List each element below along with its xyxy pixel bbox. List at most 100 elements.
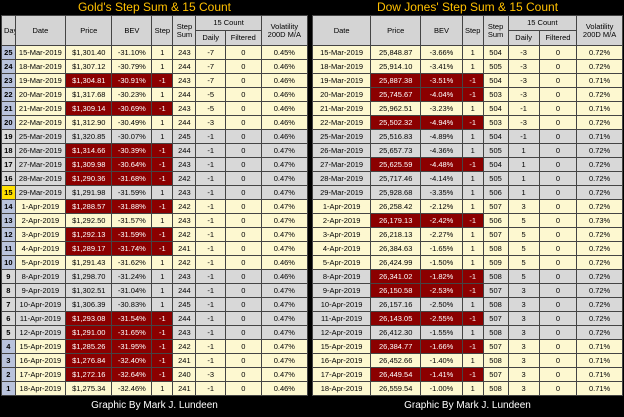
table-cell: -2.12% [420, 199, 463, 214]
table-cell: -31.65% [111, 325, 153, 340]
table-cell: 26-Mar-2019 [311, 143, 372, 158]
table-cell: 0.71% [576, 367, 623, 382]
table-cell: 0 [224, 199, 262, 214]
table-cell: 0.45% [260, 45, 309, 60]
table-cell: -5 [195, 101, 226, 116]
table-cell: 1 [1, 381, 16, 396]
table-cell: 241 [172, 353, 197, 368]
panel-title: Gold's Step Sum & 15 Count [1, 0, 308, 15]
table-cell: 244 [172, 115, 197, 130]
table-cell: 0.47% [260, 185, 309, 200]
table-cell: -1 [507, 101, 540, 116]
table-cell: 243 [172, 157, 197, 172]
table-cell: 4-Apr-2019 [14, 241, 67, 256]
table-cell: 504 [482, 73, 509, 88]
table-cell: -1.82% [420, 269, 463, 284]
table-cell: 26,384.63 [370, 241, 422, 256]
table-cell: 0.47% [260, 241, 309, 256]
table-cell: 0 [538, 59, 578, 74]
table-cell: 242 [172, 255, 197, 270]
data-row: 14 1-Apr-2019 $1,288.57 -31.88% -1 242 -1 0 0.47… [1, 199, 309, 214]
data-row: 20 22-Mar-2019 $1,312.90 -30.49% 1 244 -3 0 0.46… [1, 115, 309, 130]
table-cell: 27-Mar-2019 [14, 157, 67, 172]
table-cell: -3 [507, 115, 540, 130]
data-row: 1-Apr-2019 26,258.42 -2.12% 1 507 3 0 0.72% [311, 199, 623, 214]
table-cell: -1 [461, 213, 484, 228]
column-header: Filtered [538, 30, 578, 46]
table-cell: -4.94% [420, 115, 463, 130]
table-cell: -1 [195, 241, 226, 256]
column-header: BEV [420, 15, 463, 46]
table-cell: 0 [224, 367, 262, 382]
table-cell: $1,272.16 [65, 367, 113, 382]
data-row: 7 10-Apr-2019 $1,306.39 -30.83% 1 245 -1 0 0.47% [1, 297, 309, 312]
table-cell: 0.72% [576, 255, 623, 270]
table-cell: 3 [507, 311, 540, 326]
table-cell: 1 [461, 353, 484, 368]
table-cell: 9 [1, 269, 16, 284]
table-cell: $1,314.66 [65, 143, 113, 158]
table-cell: 12-Apr-2019 [14, 325, 67, 340]
data-row: 16-Apr-2019 26,452.66 -1.40% 1 508 3 0 0.71% [311, 353, 623, 368]
table-cell: 25,502.32 [370, 115, 422, 130]
table-cell: 505 [482, 59, 509, 74]
group-header: 15 Count [507, 15, 578, 31]
table-cell: 19-Mar-2019 [311, 73, 372, 88]
table-cell: 245 [172, 129, 197, 144]
table-cell: 0 [538, 381, 578, 396]
table-cell: 0 [538, 339, 578, 354]
table-cell: 11 [1, 241, 16, 256]
table-cell: 0.46% [260, 101, 309, 116]
table-cell: -1 [151, 199, 174, 214]
table-cell: 2-Apr-2019 [14, 213, 67, 228]
data-row: 9 8-Apr-2019 $1,298.70 -31.24% 1 243 -1 0 0.46% [1, 269, 309, 284]
table-cell: 26,258.42 [370, 199, 422, 214]
table-cell: 507 [482, 311, 509, 326]
table-cell: -30.83% [111, 297, 153, 312]
table-cell: 504 [482, 45, 509, 60]
data-row: 15-Mar-2019 25,848.87 -3.66% 1 504 -3 0 0.72% [311, 45, 623, 60]
table-cell: 242 [172, 339, 197, 354]
table-cell: $1,289.17 [65, 241, 113, 256]
table-cell: 0.72% [576, 297, 623, 312]
table-cell: -30.64% [111, 157, 153, 172]
data-row: 29-Mar-2019 25,928.68 -3.35% 1 506 1 0 0.72% [311, 185, 623, 200]
table-cell: 0.71% [576, 353, 623, 368]
data-row: 4 15-Apr-2019 $1,285.26 -31.95% -1 242 -1 0 0.47… [1, 339, 309, 354]
table-cell: -1 [461, 87, 484, 102]
table-cell: 507 [482, 339, 509, 354]
table-cell: -1 [461, 73, 484, 88]
data-row: 1 18-Apr-2019 $1,275.34 -32.46% 1 241 -1 0 0.46% [1, 381, 309, 396]
data-row: 18-Apr-2019 26,559.54 -1.00% 1 508 3 0 0.71% [311, 381, 623, 396]
table-cell: 10-Apr-2019 [311, 297, 372, 312]
table-cell: -1 [151, 73, 174, 88]
column-header: Date [311, 15, 372, 46]
table-cell: 0.72% [576, 59, 623, 74]
table-cell: -3 [507, 59, 540, 74]
table-cell: 8 [1, 283, 16, 298]
table-cell: -1 [195, 143, 226, 158]
data-row: 10 5-Apr-2019 $1,291.43 -31.62% 1 242 -1 0 0.46% [1, 255, 309, 270]
column-header: Day [1, 15, 16, 46]
table-cell: -1 [195, 325, 226, 340]
table-cell: 4-Apr-2019 [311, 241, 372, 256]
table-cell: 0.71% [576, 73, 623, 88]
table-cell: 0 [538, 87, 578, 102]
column-header: Price [65, 15, 113, 46]
table-cell: 0.72% [576, 325, 623, 340]
table-cell: 16 [1, 171, 16, 186]
table-cell: $1,317.68 [65, 87, 113, 102]
data-row: 19 25-Mar-2019 $1,320.85 -30.07% 1 245 -1 0 0.46… [1, 129, 309, 144]
column-header: Date [14, 15, 67, 46]
table-cell: 25 [1, 45, 16, 60]
table-cell: 0 [224, 101, 262, 116]
table-cell: 18-Apr-2019 [14, 381, 67, 396]
table-cell: 3 [507, 283, 540, 298]
table-cell: 1 [461, 59, 484, 74]
table-cell: 0 [538, 213, 578, 228]
table-cell: 507 [482, 367, 509, 382]
table-cell: 242 [172, 171, 197, 186]
table-cell: -1 [151, 353, 174, 368]
table-cell: -31.68% [111, 171, 153, 186]
table-cell: $1,288.57 [65, 199, 113, 214]
